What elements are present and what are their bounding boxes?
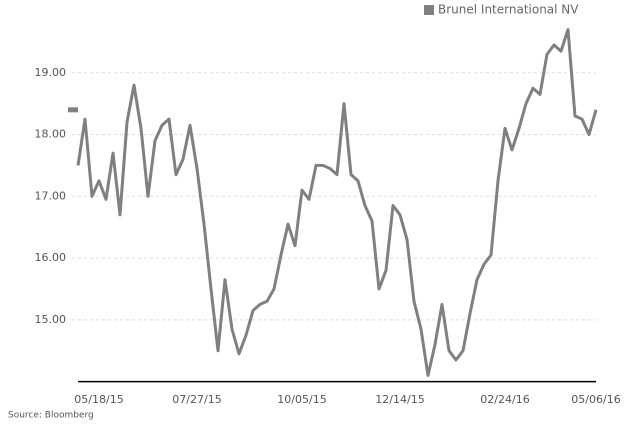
source: Source: Bloomberg: [8, 411, 94, 421]
x-tick-label: 02/24/16: [480, 393, 529, 406]
x-tick-label: 07/27/15: [172, 393, 221, 406]
legend-swatch: [424, 5, 434, 15]
legend-label: Brunel International NV: [438, 3, 579, 17]
x-tick-label: 12/14/15: [375, 393, 424, 406]
price-line: [76, 28, 598, 377]
y-tick-label: 15.00: [35, 313, 67, 326]
y-tick-label: 18.00: [35, 128, 67, 141]
y-tick-label: 16.00: [35, 251, 67, 264]
x-tick-label: 10/05/15: [277, 393, 326, 406]
last-price-marker: [68, 107, 78, 113]
y-tick-label: 17.00: [35, 189, 67, 202]
y-tick-label: 19.00: [35, 66, 67, 79]
x-tick-label: 05/18/15: [74, 393, 123, 406]
x-tick-label: 05/06/16: [571, 393, 620, 406]
